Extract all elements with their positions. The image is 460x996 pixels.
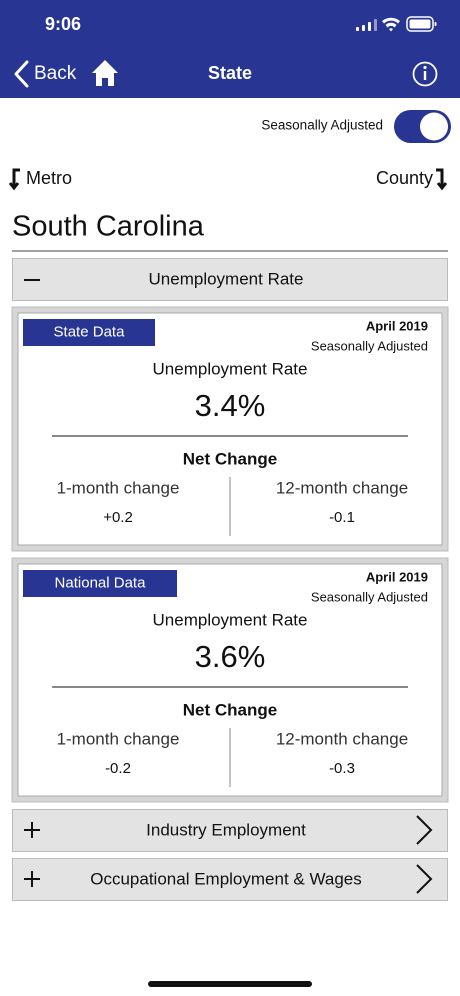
badge (23, 570, 177, 597)
nav-title: State (208, 63, 252, 83)
section-header[interactable]: Occupational Employment & Wages (12, 858, 448, 901)
change-label: 1-month change (57, 729, 180, 748)
period: April 2019 (366, 318, 428, 333)
county-link[interactable]: County (376, 168, 448, 191)
toggle-label: Seasonally Adjusted (261, 118, 383, 133)
adjustment: Seasonally Adjusted (311, 589, 428, 604)
chevron-icon (416, 864, 433, 894)
change-label: 12-month change (276, 478, 408, 497)
rate-value: 3.4% (195, 388, 266, 423)
section-box (12, 258, 448, 301)
toggle-knob (420, 112, 448, 141)
metro-link[interactable]: Metro (8, 168, 72, 191)
state-name: South Carolina (12, 211, 205, 243)
metro-label: Metro (26, 168, 72, 188)
measure: Unemployment Rate (153, 610, 308, 629)
change-label: 1-month change (57, 478, 180, 497)
badge (23, 319, 155, 346)
status-time: 9:06 (45, 14, 81, 34)
change-value: -0.1 (329, 509, 355, 526)
back-label: Back (34, 63, 77, 84)
home-icon[interactable] (92, 60, 118, 86)
change-value: -0.2 (105, 760, 131, 777)
change-label: 12-month change (276, 729, 408, 748)
rate-value: 3.6% (195, 639, 266, 674)
section-header[interactable]: Industry Employment (12, 809, 448, 852)
data-card: State Data April 2019 Seasonally AdjustedU… (11, 306, 449, 552)
section-title: Unemployment Rate (149, 269, 304, 288)
badge-label: National Data (55, 574, 147, 591)
section-title: Occupational Employment & Wages (90, 869, 362, 888)
measure: Unemployment Rate (153, 359, 308, 378)
toggle-switch[interactable] (394, 110, 451, 143)
section-header[interactable]: Unemployment Rate (12, 258, 448, 301)
change-value: +0.2 (103, 509, 133, 526)
data-card: National Data April 2019 Seasonally Adjust… (11, 557, 449, 803)
status-icons (356, 16, 437, 32)
expand-icon (24, 871, 40, 887)
net-change-title: Net Change (183, 449, 277, 468)
home-indicator (148, 981, 312, 987)
expand-icon (24, 822, 40, 838)
info-button[interactable] (412, 61, 438, 87)
badge-label: State Data (54, 323, 126, 340)
section-box (12, 858, 448, 901)
section-title: Industry Employment (146, 820, 306, 839)
section-box (12, 809, 448, 852)
header-bar (0, 0, 460, 98)
chevron-icon (416, 815, 433, 845)
adjustment: Seasonally Adjusted (311, 338, 428, 353)
county-label: County (376, 168, 433, 188)
net-change-title: Net Change (183, 700, 277, 719)
back-button[interactable]: Back (14, 60, 77, 88)
period: April 2019 (366, 569, 428, 584)
change-value: -0.3 (329, 760, 355, 777)
